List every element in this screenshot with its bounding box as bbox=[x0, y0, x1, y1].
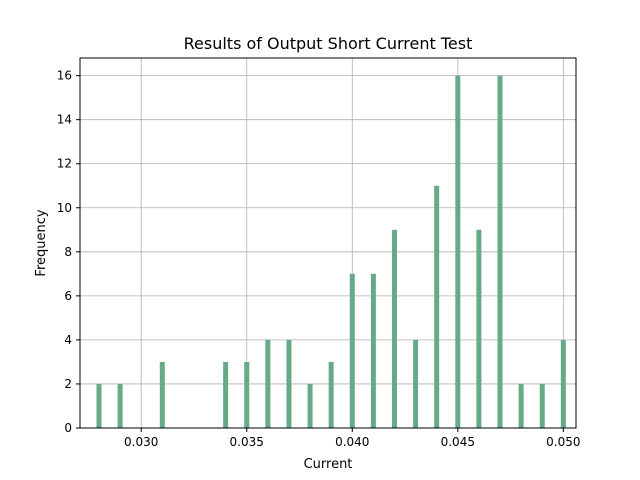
histogram-bar bbox=[476, 229, 482, 428]
histogram-bar bbox=[370, 273, 376, 428]
histogram-bar bbox=[117, 383, 123, 428]
y-tick-label: 12 bbox=[57, 157, 72, 171]
x-axis: 0.030 0.035 0.040 0.045 0.050 bbox=[124, 428, 581, 449]
histogram-bar bbox=[286, 339, 292, 428]
x-tick-label: 0.035 bbox=[230, 435, 264, 449]
chart-title: Results of Output Short Current Test bbox=[184, 34, 473, 53]
y-tick-label: 14 bbox=[57, 113, 72, 127]
x-tick-label: 0.030 bbox=[124, 435, 158, 449]
histogram-bar bbox=[497, 75, 503, 428]
x-tick-label: 0.045 bbox=[441, 435, 475, 449]
histogram-bar bbox=[413, 339, 419, 428]
y-tick-label: 0 bbox=[64, 421, 72, 435]
y-tick-label: 8 bbox=[64, 245, 72, 259]
y-tick-label: 2 bbox=[64, 377, 72, 391]
y-axis: 0 2 4 6 8 10 12 14 16 bbox=[57, 69, 80, 435]
histogram-bar bbox=[349, 273, 355, 428]
histogram-bar bbox=[434, 185, 440, 428]
x-axis-label: Current bbox=[304, 457, 353, 472]
plot-frame bbox=[79, 57, 577, 429]
histogram-bar bbox=[560, 339, 566, 428]
histogram-bar bbox=[244, 361, 250, 428]
x-tick-label: 0.040 bbox=[335, 435, 369, 449]
y-tick-label: 16 bbox=[57, 69, 72, 83]
histogram-bar bbox=[539, 383, 545, 428]
histogram-bar bbox=[307, 383, 313, 428]
histogram-bar bbox=[391, 229, 397, 428]
histogram-bar bbox=[159, 361, 165, 428]
y-tick-label: 4 bbox=[64, 333, 72, 347]
y-axis-label: Frequency bbox=[34, 209, 49, 276]
histogram-bar bbox=[455, 75, 461, 428]
y-tick-label: 10 bbox=[57, 201, 72, 215]
histogram-bar bbox=[328, 361, 334, 428]
histogram-bar bbox=[518, 383, 524, 428]
histogram-bar bbox=[265, 339, 271, 428]
histogram-bar bbox=[223, 361, 229, 428]
y-tick-label: 6 bbox=[64, 289, 72, 303]
x-tick-label: 0.050 bbox=[546, 435, 580, 449]
bars bbox=[96, 75, 566, 428]
histogram-bar bbox=[96, 383, 102, 428]
